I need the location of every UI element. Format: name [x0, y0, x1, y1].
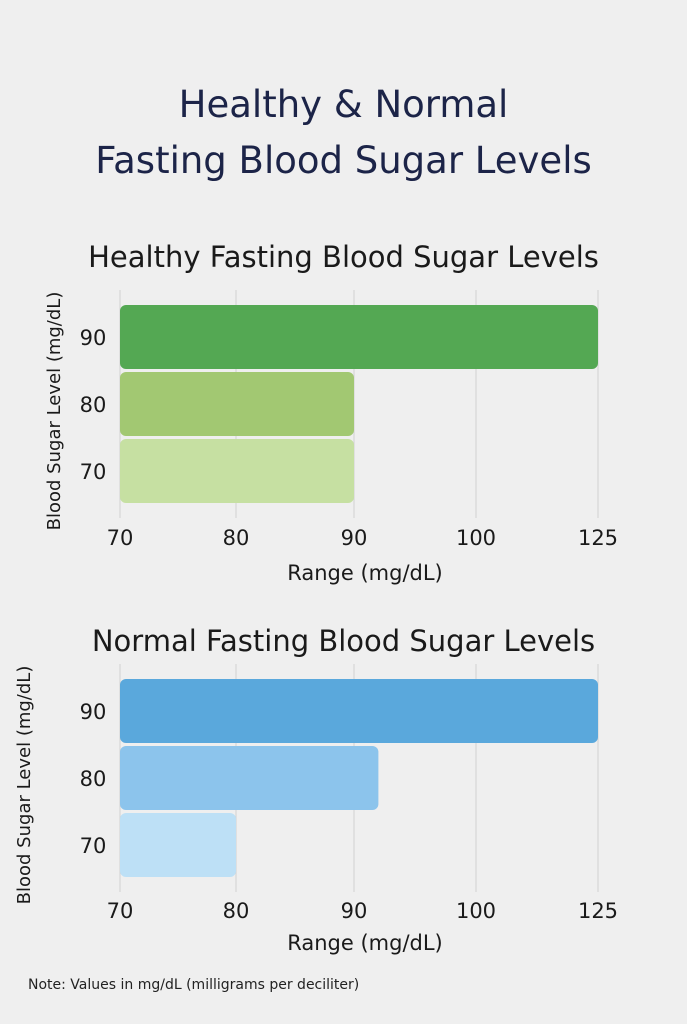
y-tick-label: 90	[80, 700, 107, 724]
x-tick-label: 100	[456, 899, 496, 923]
y-tick-label: 90	[80, 326, 107, 350]
x-tick-label: 125	[578, 899, 618, 923]
y-axis-label: Blood Sugar Level (mg/dL)	[44, 292, 65, 531]
x-tick-label: 90	[341, 899, 368, 923]
x-tick-label: 90	[341, 526, 368, 550]
bar-80	[120, 372, 354, 436]
y-tick-label: 70	[80, 460, 107, 484]
bar-80	[120, 746, 379, 810]
x-tick-label: 70	[107, 526, 134, 550]
main-title-line-2: Fasting Blood Sugar Levels	[95, 139, 592, 182]
x-tick-label: 80	[223, 526, 250, 550]
bar-70	[120, 439, 354, 503]
y-tick-label: 80	[80, 767, 107, 791]
x-axis-label: Range (mg/dL)	[287, 561, 443, 585]
y-axis-label: Blood Sugar Level (mg/dL)	[14, 666, 35, 905]
x-tick-label: 70	[107, 899, 134, 923]
y-tick-label: 70	[80, 834, 107, 858]
bar-90	[120, 679, 598, 743]
chart-1-title: Healthy Fasting Blood Sugar Levels	[88, 240, 599, 274]
footnote: Note: Values in mg/dL (milligrams per de…	[28, 977, 360, 993]
chart-2-title: Normal Fasting Blood Sugar Levels	[91, 624, 596, 658]
x-tick-label: 80	[223, 899, 250, 923]
x-axis-label: Range (mg/dL)	[287, 931, 443, 955]
y-tick-label: 80	[80, 393, 107, 417]
x-tick-label: 100	[456, 526, 496, 550]
bar-70	[120, 813, 236, 877]
x-tick-label: 125	[578, 526, 618, 550]
main-title-line-1: Healthy & Normal	[178, 83, 509, 126]
bar-90	[120, 305, 598, 369]
